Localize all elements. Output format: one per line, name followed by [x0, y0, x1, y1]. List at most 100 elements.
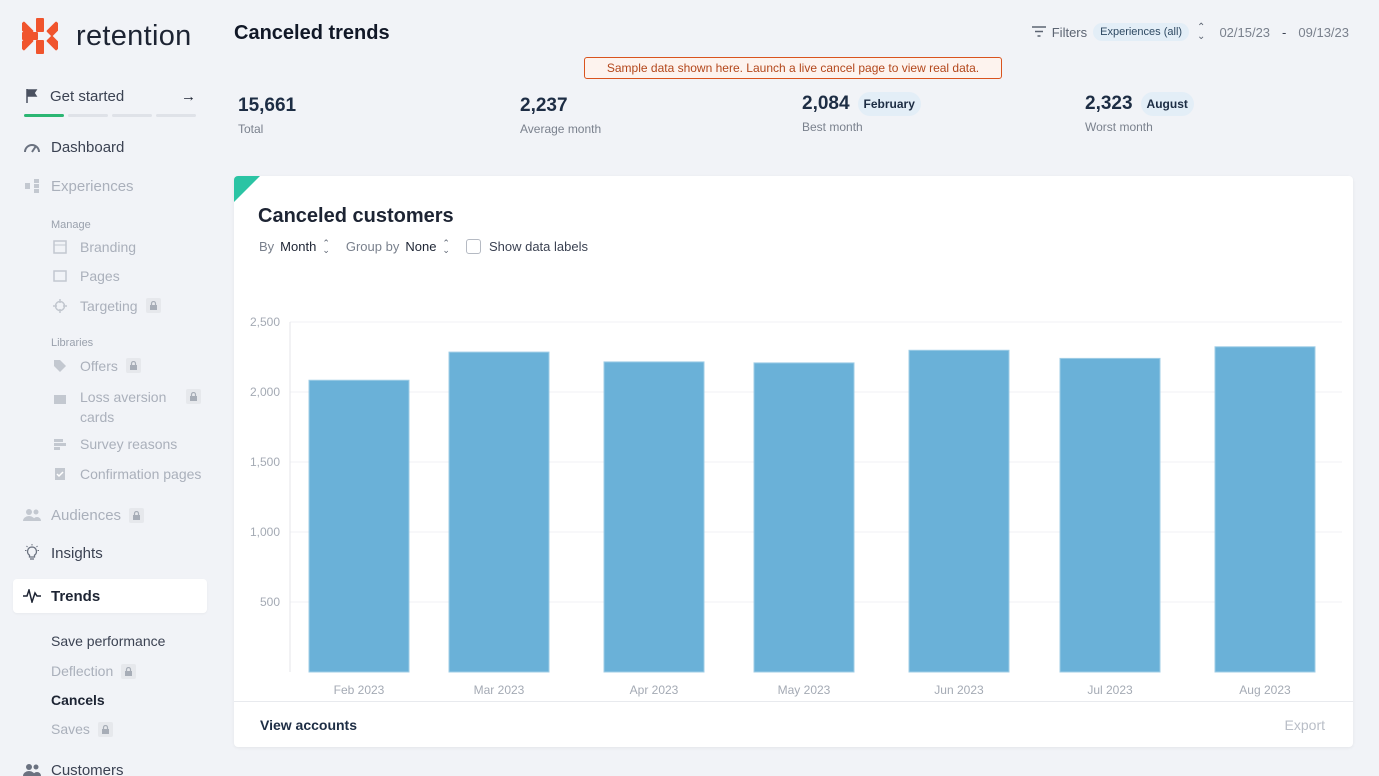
- customers-icon: [22, 760, 42, 776]
- confirmation-icon: [52, 466, 68, 482]
- x-tick-label: Feb 2023: [334, 683, 385, 697]
- filters-bar: Filters Experiences (all) ⌃ ⌄ 02/15/23 - …: [1031, 22, 1349, 42]
- pulse-icon: [22, 586, 42, 606]
- stat-value: 2,323: [1085, 93, 1133, 114]
- y-tick-label: 1,500: [250, 455, 280, 469]
- filter-icon[interactable]: [1031, 25, 1046, 40]
- stat-label: Average month: [520, 122, 602, 136]
- stat-label: Worst month: [1085, 120, 1153, 134]
- sidebar-item-label: Deflection: [51, 663, 114, 679]
- branding-icon: [52, 239, 68, 255]
- stat-best-month: 2,084 February Best month: [802, 92, 921, 134]
- retention-logo-icon: [22, 18, 58, 54]
- show-data-labels-label[interactable]: Show data labels: [488, 239, 588, 254]
- export-button[interactable]: Export: [1284, 717, 1325, 733]
- sidebar-item-save-performance[interactable]: Save performance: [51, 633, 165, 649]
- sidebar-item-label: Branding: [80, 239, 137, 255]
- sidebar-item-trends-active-bg: [13, 579, 207, 613]
- by-select[interactable]: Month: [280, 239, 317, 254]
- date-end[interactable]: 09/13/23: [1298, 24, 1349, 40]
- sidebar-item-label: Pages: [80, 268, 120, 284]
- bar[interactable]: [308, 379, 410, 673]
- y-tick-label: 500: [260, 595, 280, 609]
- y-tick-label: 1,000: [250, 525, 280, 539]
- bar[interactable]: [1214, 346, 1316, 673]
- sort-updown-icon[interactable]: ⌃ ⌄: [1197, 22, 1206, 42]
- crosshair-icon: [52, 298, 68, 314]
- sidebar-item-label: Targeting: [80, 298, 138, 314]
- sidebar-item-audiences[interactable]: Audiences: [22, 505, 145, 525]
- sidebar-item-label: Save performance: [51, 633, 166, 649]
- section-libraries: Libraries: [51, 337, 94, 349]
- sidebar-item-confirmation-pages[interactable]: Confirmation pages: [52, 466, 201, 482]
- stat-label: Best month: [802, 120, 863, 134]
- users-icon: [22, 505, 42, 525]
- lock-icon: [186, 389, 201, 404]
- sidebar-item-insights[interactable]: Insights: [22, 543, 103, 563]
- arrow-right-icon[interactable]: →: [181, 87, 196, 105]
- filters-label[interactable]: Filters: [1051, 24, 1088, 40]
- group-by-chevron-icon[interactable]: ⌃ ⌄: [442, 237, 450, 255]
- group-by-select[interactable]: None: [405, 239, 437, 254]
- x-tick-label: May 2023: [778, 683, 831, 697]
- brand-name: retention: [76, 19, 192, 52]
- cards-icon: [52, 391, 68, 407]
- view-accounts-link[interactable]: View accounts: [260, 717, 358, 733]
- sidebar-item-survey-reasons[interactable]: Survey reasons: [52, 436, 177, 452]
- stat-value: 2,084: [802, 93, 850, 114]
- lock-icon: [97, 721, 113, 737]
- brand-logo[interactable]: retention: [22, 18, 192, 54]
- sidebar-item-label: Trends: [51, 587, 101, 605]
- by-label: By: [259, 239, 275, 254]
- pages-icon: [52, 268, 68, 284]
- get-started[interactable]: Get started →: [24, 86, 196, 117]
- bar[interactable]: [908, 349, 1010, 673]
- sidebar: retention Get started → Dashboard Experi…: [0, 0, 220, 776]
- canceled-customers-card: Canceled customers By Month ⌃ ⌄ Group by …: [234, 176, 1353, 747]
- sidebar-item-pages[interactable]: Pages: [52, 268, 120, 284]
- bar[interactable]: [603, 361, 705, 673]
- date-start[interactable]: 02/15/23: [1219, 24, 1271, 40]
- lock-icon: [129, 507, 145, 523]
- by-select-chevron-icon[interactable]: ⌃ ⌄: [322, 237, 330, 255]
- tag-icon: [52, 358, 68, 374]
- sidebar-item-cancels[interactable]: Cancels: [51, 692, 105, 708]
- x-tick-label: Aug 2023: [1239, 683, 1291, 697]
- bar[interactable]: [753, 362, 855, 673]
- y-tick-label: 2,500: [250, 315, 280, 329]
- stat-badge: August: [1140, 92, 1194, 116]
- sidebar-item-loss-aversion-cards[interactable]: Loss aversion cards: [52, 387, 201, 427]
- sidebar-item-label: Cancels: [51, 692, 105, 708]
- sidebar-item-experiences[interactable]: Experiences: [22, 176, 134, 196]
- group-by-label: Group by: [345, 239, 400, 254]
- sidebar-item-offers[interactable]: Offers: [52, 358, 141, 374]
- sidebar-item-targeting[interactable]: Targeting: [52, 298, 161, 314]
- page-title: Canceled trends: [234, 22, 390, 44]
- sidebar-item-branding[interactable]: Branding: [52, 239, 136, 255]
- lock-icon: [145, 298, 161, 313]
- sidebar-item-label: Dashboard: [51, 138, 125, 156]
- get-started-label: Get started: [50, 87, 125, 105]
- y-tick-label: 2,000: [250, 385, 280, 399]
- experiences-filter-pill[interactable]: Experiences (all): [1093, 23, 1190, 41]
- sidebar-item-customers[interactable]: Customers: [22, 760, 124, 776]
- section-manage: Manage: [51, 219, 91, 231]
- canceled-customers-bar-chart: 500 1,000 1,500 2,000 2,500 Feb 2023 Mar 2023 A…: [250, 315, 1342, 697]
- hierarchy-icon: [22, 176, 42, 196]
- show-data-labels-checkbox[interactable]: [465, 239, 481, 254]
- x-tick-label: Mar 2023: [474, 683, 525, 697]
- sidebar-item-label: Saves: [51, 721, 90, 737]
- sidebar-item-trends[interactable]: Trends: [22, 586, 100, 606]
- sample-data-banner: Sample data shown here. Launch a live ca…: [584, 57, 1002, 79]
- bar[interactable]: [448, 351, 550, 673]
- stat-average-month: 2,237 Average month: [520, 95, 601, 136]
- chart-controls: By Month ⌃ ⌄ Group by None ⌃ ⌄ Show data l…: [259, 237, 588, 255]
- date-separator: -: [1282, 24, 1287, 40]
- sidebar-item-dashboard[interactable]: Dashboard: [22, 137, 124, 157]
- stat-label: Total: [238, 122, 264, 136]
- stat-value: 2,237: [520, 95, 568, 116]
- bar[interactable]: [1059, 357, 1161, 673]
- gauge-icon: [22, 137, 42, 157]
- sidebar-item-deflection[interactable]: Deflection: [51, 663, 137, 679]
- sidebar-item-saves[interactable]: Saves: [51, 721, 113, 737]
